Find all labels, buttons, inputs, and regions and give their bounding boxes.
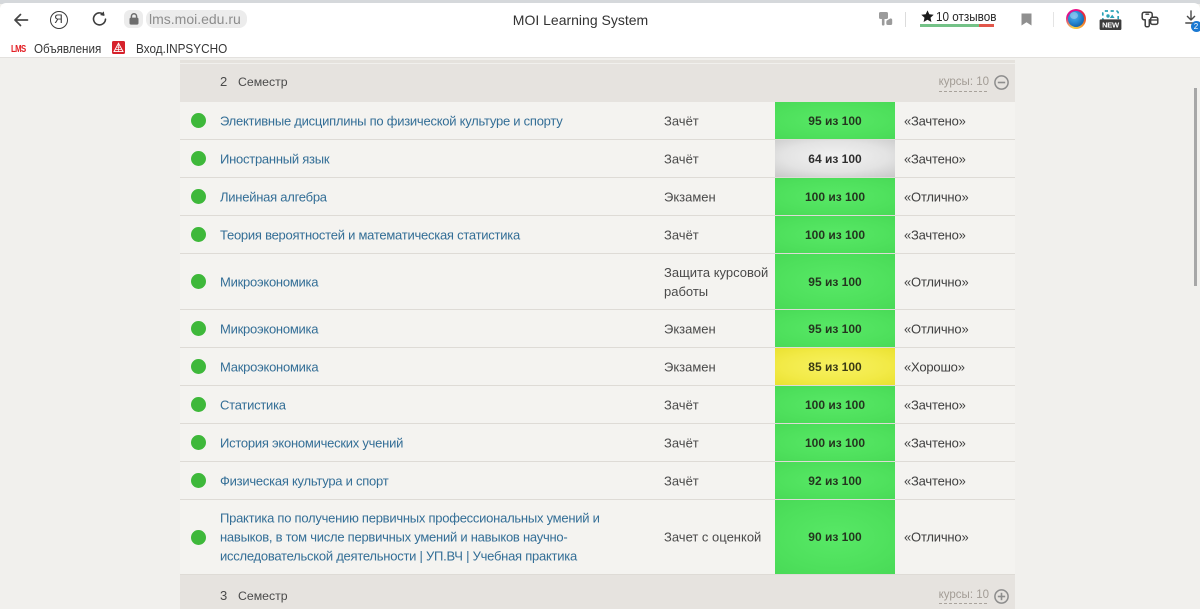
svg-text:NEW: NEW	[1102, 20, 1120, 29]
